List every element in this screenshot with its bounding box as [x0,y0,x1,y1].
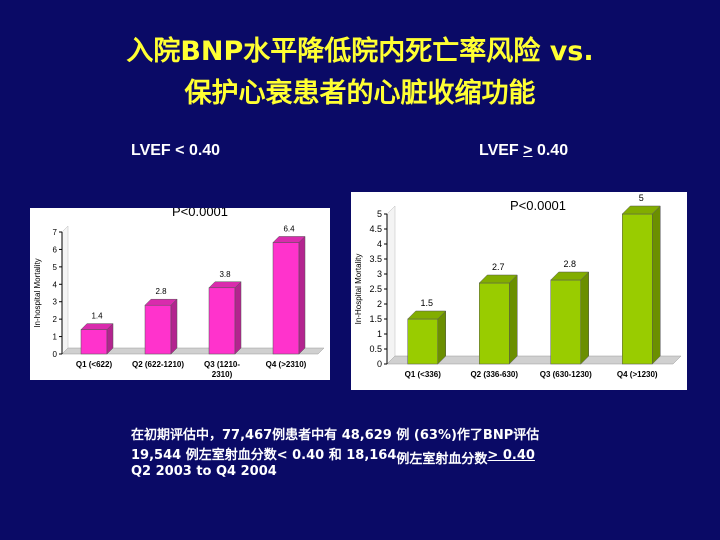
bar-top [550,271,590,281]
note-line-2-b: 例左室射血分数 [396,452,488,467]
x-category-label: Q2 (622-1210) [132,360,184,369]
bar-value-label: 3.8 [219,270,231,279]
x-category-label: Q4 (>1230) [617,370,658,379]
bar-top [407,310,447,320]
slide-title-line-2: 保护心衰患者的心脏收缩功能 [184,78,536,109]
y-tick-label: 5 [377,209,382,219]
note-line-2: 19,544 例左室射血分数< 0.40 和 18,164例左室射血分数> 0.… [131,444,535,467]
y-tick-label: 2 [53,315,58,324]
x-category-label: 2310) [212,370,233,379]
y-tick-label: 7 [53,228,58,237]
bar [80,329,108,355]
y-tick-label: 1.5 [369,314,382,324]
right-chart-svg: 0 0.5 1 1.5 2 2.5 3 3.5 4 4.5 5 In-Hospital Mortali… [354,193,682,379]
bar-value-label: 5 [639,193,644,203]
x-category-label: Q3 (1210- [204,360,240,369]
bar-value-label: 1.4 [91,312,103,321]
y-tick-label: 0 [53,350,58,359]
x-category-label: Q3 (630-1230) [540,370,592,379]
y-axis-label: In-hospital Mortality [33,258,42,327]
y-tick-label: 0 [377,359,382,369]
right-panel-label-prefix: LVEF [479,142,524,159]
slide-title-line-1: 入院BNP水平降低院内死亡率风险 vs. [126,36,594,67]
bar [208,287,236,355]
bar-top [478,274,518,284]
note-line-1: 在初期评估中，77,467例患者中有 48,629 例 (63%)作了BNP评估 [131,428,540,443]
y-tick-label: 4.5 [369,224,382,234]
left-panel-label: LVEF < 0.40 [131,142,221,159]
left-chart: 0 1 2 3 4 5 6 7 In-hospital Mortality 1.4 Q1 (<622… [30,208,330,380]
note-line-2-a: 19,544 例左室射血分数< 0.40 和 18,164 [131,448,397,463]
bar-side [234,281,242,355]
bar [622,213,653,365]
y-tick-label: 2.5 [369,284,382,294]
bar [272,242,300,355]
y-tick-label: 4 [377,239,382,249]
bar-value-label: 2.7 [492,262,505,272]
y-tick-label: 1 [53,333,58,342]
bar-value-label: 2.8 [563,259,576,269]
bar [144,304,172,355]
y-tick-label: 0.5 [369,344,382,354]
y-tick-label: 6 [53,245,58,254]
bar-side [652,205,661,365]
bar-side [298,235,306,355]
x-category-label: Q2 (336-630) [470,370,518,379]
right-panel-label-symbol: > [523,142,533,159]
bar-side [437,310,446,365]
y-tick-label: 3 [377,269,382,279]
y-tick-label: 4 [53,280,58,289]
note-line-3: Q2 2003 to Q4 2004 [131,464,277,479]
p-value-annotation: P<0.0001 [172,208,228,219]
note-line-2-c: > 0.40 [487,448,535,463]
y-tick-label: 2 [377,299,382,309]
bar-top [208,281,242,289]
bar [550,279,581,365]
bar-top [272,236,306,243]
y-tick-label: 1 [377,329,382,339]
bar [407,318,438,365]
bar-value-label: 2.8 [155,287,167,296]
right-panel-label-value: 0.40 [532,142,569,159]
x-category-label: Q4 (>2310) [266,360,307,369]
chart-side-wall [386,205,396,365]
x-category-label: Q1 (<336) [405,370,442,379]
left-chart-svg: 0 1 2 3 4 5 6 7 In-hospital Mortality 1.4 Q1 (<622… [33,208,325,379]
bar-side [580,271,589,365]
y-tick-label: 5 [53,263,58,272]
x-category-label: Q1 (<622) [76,360,113,369]
bar-top [80,323,114,330]
bar-value-label: 6.4 [283,224,295,233]
y-tick-label: 3.5 [369,254,382,264]
y-axis-label: In-Hospital Mortality [354,254,363,325]
bar [479,282,510,365]
bar-side [509,274,518,365]
right-chart: 0 0.5 1 1.5 2 2.5 3 3.5 4 4.5 5 In-Hospital Mortali… [351,192,687,390]
bar-value-label: 1.5 [420,298,433,308]
bar-top [621,205,661,215]
y-tick-label: 3 [53,298,58,307]
right-panel-label: LVEF > 0.40 [479,142,568,160]
chart-side-wall [61,225,69,355]
bar-side [170,298,178,355]
bar-top [144,298,178,306]
p-value-annotation: P<0.0001 [510,198,566,213]
